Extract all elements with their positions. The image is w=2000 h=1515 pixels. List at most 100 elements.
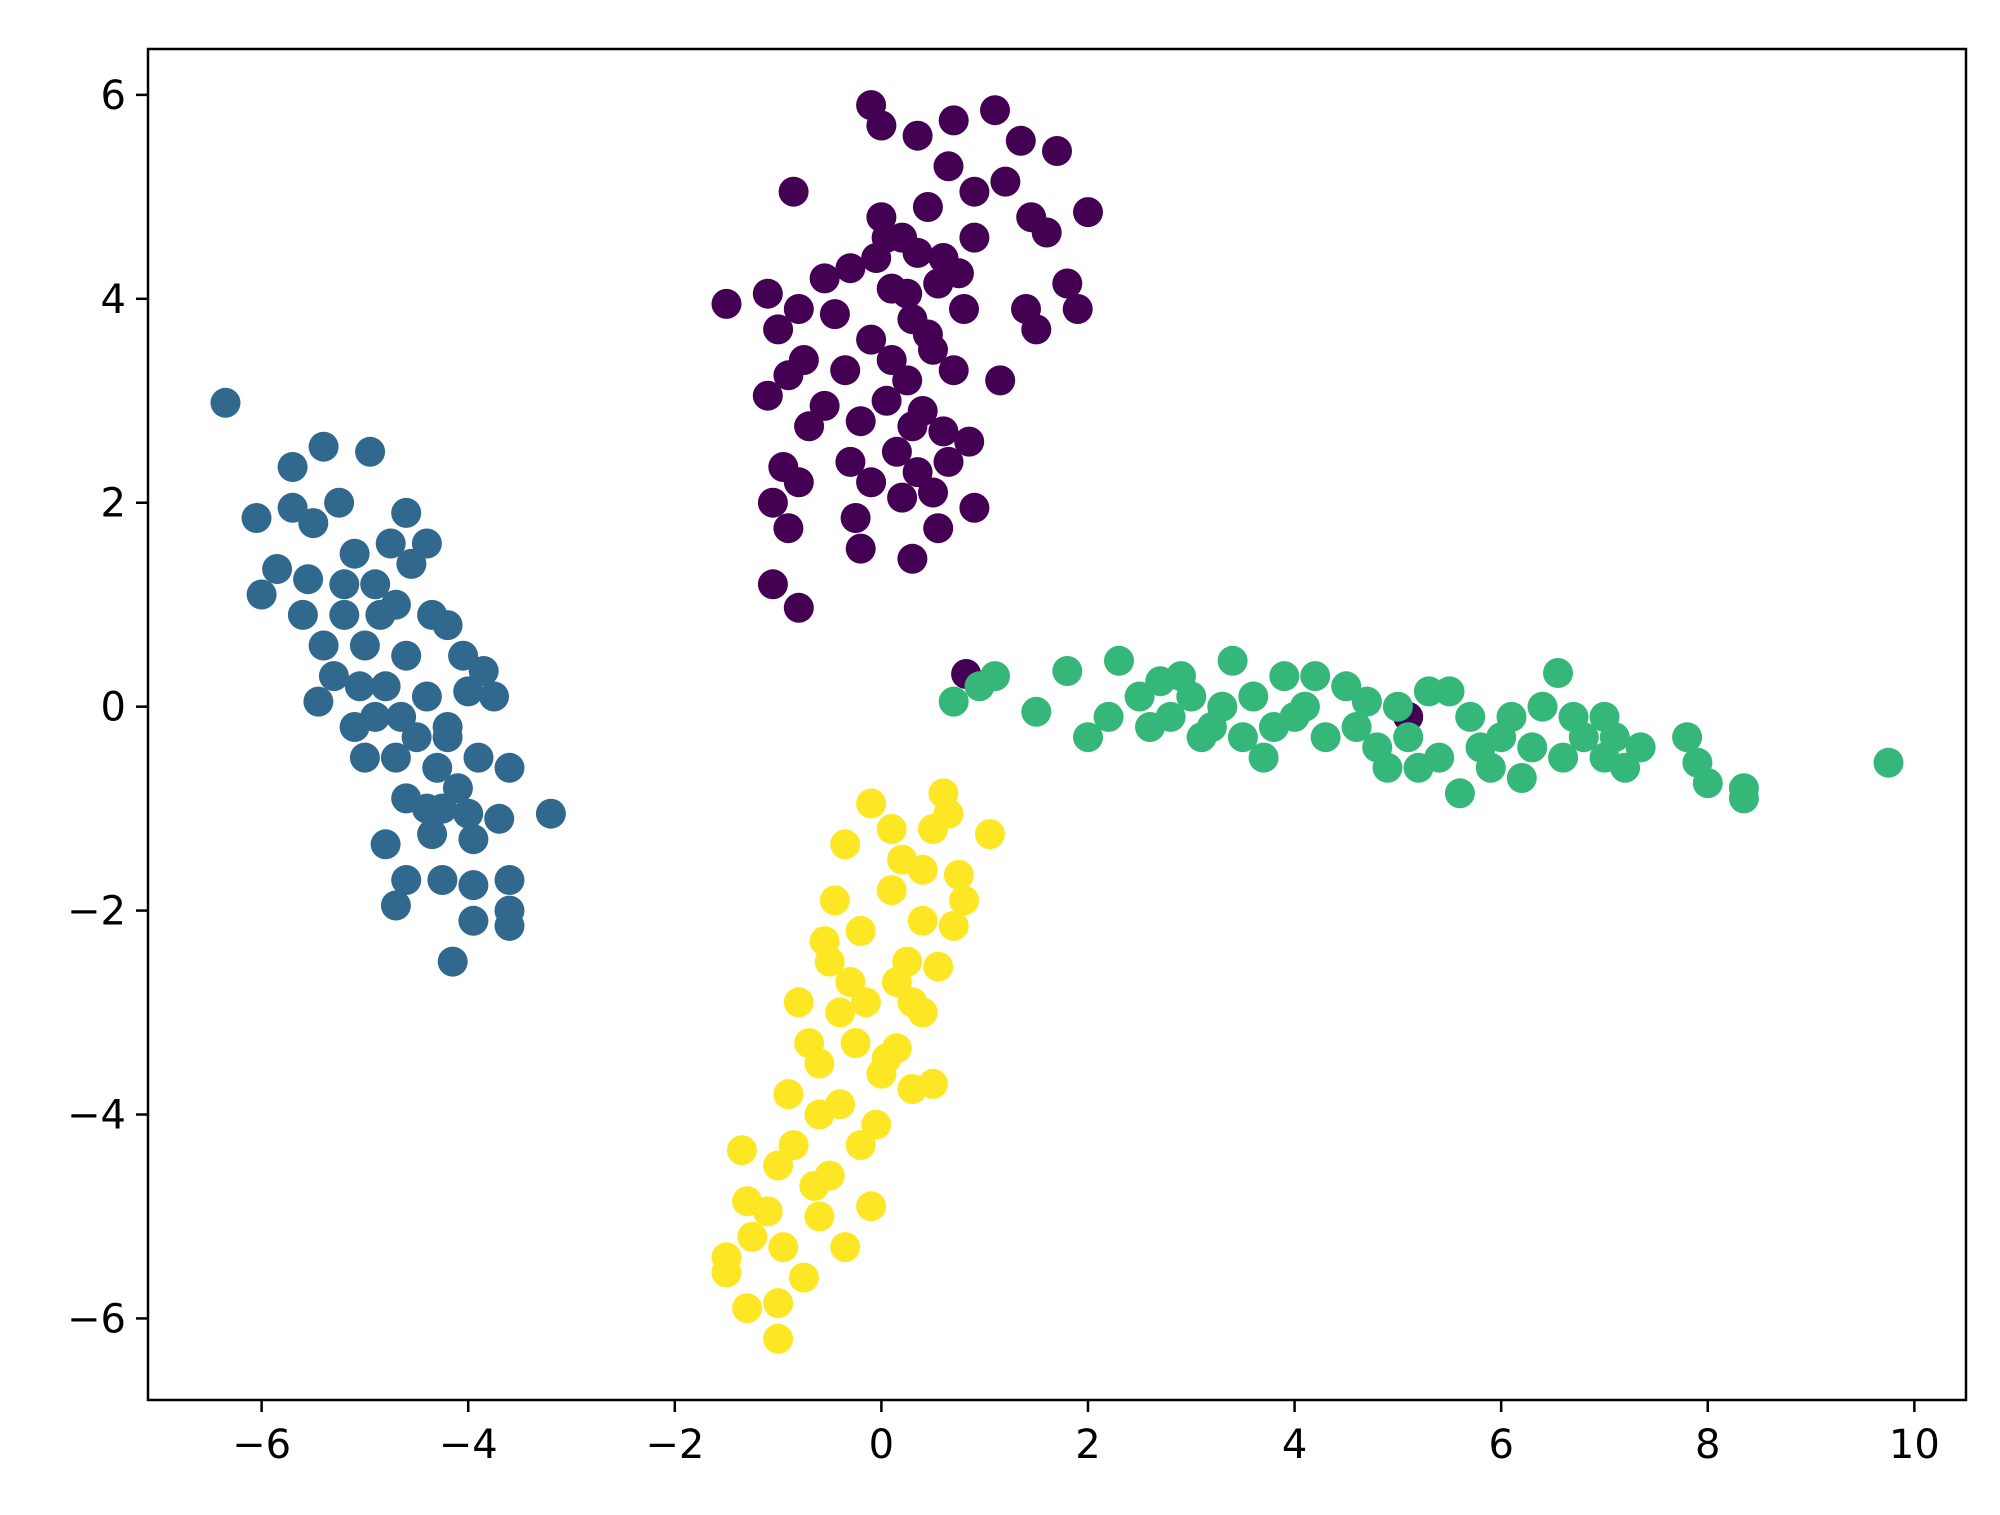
scatter-point [468, 656, 499, 686]
scatter-point [902, 457, 933, 488]
scatter-point [964, 671, 995, 702]
scatter-point [752, 278, 783, 309]
scatter-point [293, 564, 324, 595]
scatter-point [897, 543, 928, 574]
scatter-point [933, 151, 964, 182]
scatter-point [835, 967, 866, 997]
scatter-point [783, 987, 814, 1018]
scatter-point [458, 824, 489, 855]
scatter-point [830, 1232, 861, 1263]
scatter-point [907, 905, 938, 936]
x-tick-label: −4 [439, 1422, 498, 1468]
scatter-point [783, 592, 814, 623]
scatter-point [737, 1221, 768, 1252]
scatter-point [876, 875, 907, 906]
scatter-point [1558, 701, 1589, 732]
scatter-point [887, 482, 918, 513]
scatter-point [876, 814, 907, 844]
scatter-point [912, 192, 943, 222]
scatter-point [763, 1323, 794, 1354]
scatter-point [938, 105, 969, 136]
scatter-point [918, 477, 948, 508]
scatter-point [819, 885, 850, 916]
scatter-point [856, 1191, 887, 1222]
scatter-point [355, 436, 386, 467]
points-layer [210, 90, 1904, 1354]
scatter-point [442, 773, 473, 804]
scatter-point [773, 513, 804, 544]
scatter-point [463, 742, 494, 773]
scatter-point [825, 1089, 856, 1120]
scatter-point [830, 829, 861, 860]
scatter-point [246, 579, 277, 610]
x-tick-label: −6 [232, 1422, 291, 1468]
scatter-point [845, 406, 876, 437]
scatter-point [494, 752, 525, 783]
scatter-point [752, 1196, 783, 1227]
scatter-point [881, 967, 912, 997]
scatter-point [210, 387, 241, 418]
scatter-point [757, 487, 788, 518]
scatter-point [850, 987, 881, 1018]
scatter-point [938, 686, 969, 717]
scatter-point [959, 222, 990, 253]
scatter-point [427, 865, 458, 895]
scatter-point [391, 640, 422, 671]
scatter-point [1021, 314, 1052, 345]
scatter-point [1362, 732, 1393, 763]
scatter-point [277, 452, 308, 482]
scatter-point [990, 166, 1021, 197]
scatter-point [1382, 691, 1413, 722]
scatter-point [912, 319, 943, 350]
scatter-point [303, 686, 334, 717]
scatter-point [866, 110, 897, 141]
scatter-point [856, 467, 887, 498]
scatter-point [835, 446, 866, 477]
y-tick-label: 0 [101, 685, 126, 731]
x-tick-label: −2 [645, 1422, 704, 1468]
scatter-point [494, 865, 525, 895]
scatter-point [856, 324, 887, 355]
x-axis: −6 −4 −2 0 2 4 6 8 10 [232, 1400, 1940, 1468]
scatter-point [768, 1232, 799, 1263]
scatter-point [1248, 742, 1279, 773]
scatter-point [349, 630, 380, 661]
scatter-point [845, 1130, 876, 1161]
scatter-point [370, 671, 401, 702]
scatter-point [804, 1201, 835, 1232]
scatter-point [840, 1028, 871, 1059]
scatter-point [711, 288, 742, 319]
scatter-point [1672, 722, 1703, 753]
scatter-point [804, 1048, 835, 1079]
scatter-point [871, 385, 902, 416]
y-tick-label: −2 [67, 889, 126, 935]
scatter-point [1331, 671, 1362, 702]
scatter-point [907, 997, 938, 1028]
scatter-point [856, 788, 887, 819]
scatter-point [933, 446, 964, 477]
scatter-point [1413, 676, 1444, 707]
scatter-point [907, 854, 938, 885]
scatter-point [411, 528, 442, 559]
scatter-point [391, 497, 422, 528]
scatter-point [1610, 752, 1641, 783]
scatter-point [1269, 661, 1300, 692]
scatter-point [1052, 656, 1083, 686]
scatter-point [370, 829, 401, 860]
scatter-point [840, 503, 871, 533]
scatter-point [809, 263, 840, 294]
scatter-point [448, 640, 479, 671]
scatter-point [773, 360, 804, 391]
scatter-point [411, 681, 442, 712]
scatter-point [396, 548, 427, 579]
scatter-point [262, 554, 293, 584]
scatter-point [1186, 722, 1217, 753]
scatter-point [980, 95, 1010, 126]
scatter-point [732, 1293, 763, 1324]
y-tick-label: −4 [67, 1093, 126, 1139]
y-axis: −6 −4 −2 0 2 4 6 [67, 73, 148, 1342]
scatter-point [422, 752, 453, 783]
scatter-point [437, 946, 468, 977]
